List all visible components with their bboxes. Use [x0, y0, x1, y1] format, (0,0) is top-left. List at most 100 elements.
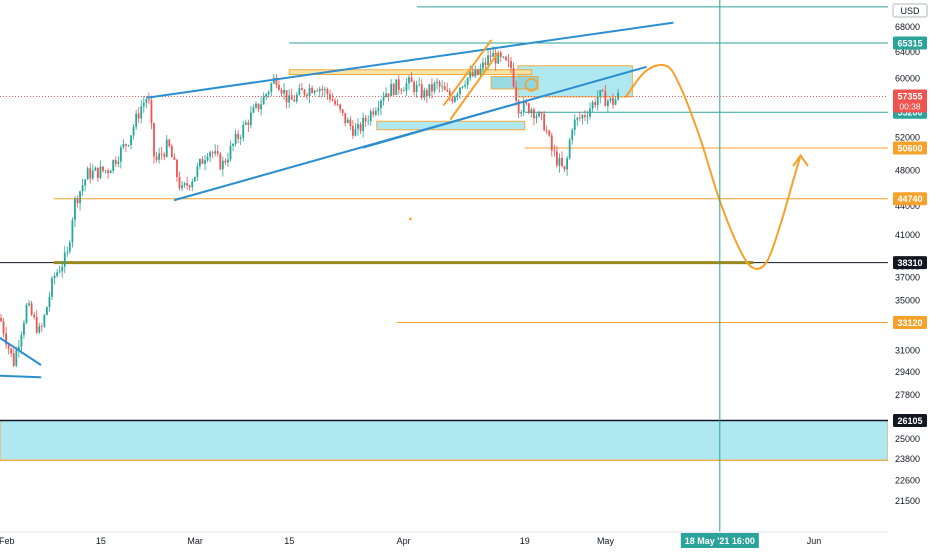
candle-body: [609, 98, 612, 101]
price-label-text: 44740: [897, 194, 922, 204]
candle-body: [380, 100, 382, 109]
candle-body: [367, 121, 370, 122]
price-tick-label: 29400: [895, 367, 920, 377]
candle-body: [280, 89, 283, 94]
candle-body: [227, 159, 229, 163]
candle-body: [505, 56, 507, 61]
time-axis[interactable]: Feb 15 Mar 15 Apr 19 May Jun 18 May '21 16:00: [0, 531, 888, 548]
candle-body: [165, 139, 168, 157]
candle-body: [255, 103, 257, 108]
candle-body: [423, 90, 426, 98]
candle-body: [418, 84, 421, 85]
candle-body: [410, 77, 413, 83]
candle-body: [2, 321, 5, 334]
candle-body: [7, 344, 10, 349]
candle-body: [339, 104, 342, 110]
projection-curve[interactable]: [624, 63, 802, 270]
price-label-text: 65315: [897, 38, 922, 48]
candle-body: [46, 307, 48, 315]
zone-box[interactable]: [0, 419, 889, 461]
candle-body: [25, 304, 28, 323]
candle-body: [556, 151, 558, 166]
circle-marker[interactable]: [524, 78, 539, 92]
candle-body: [596, 97, 599, 106]
candle-body: [224, 160, 227, 163]
candle-body: [290, 95, 293, 100]
zone-box[interactable]: [490, 76, 539, 90]
candle-body: [515, 86, 517, 101]
candle-body: [527, 103, 530, 113]
candle-body: [38, 326, 41, 333]
candle-body: [28, 303, 30, 305]
time-tick-label: 15: [284, 536, 294, 546]
candle-body: [502, 56, 505, 58]
price-label-text: 55200: [897, 108, 922, 118]
candle-body: [303, 89, 306, 95]
zone-box[interactable]: [288, 69, 532, 75]
candle-body: [573, 119, 576, 131]
candle-body: [63, 252, 66, 267]
candle-body: [454, 96, 456, 102]
price-tick-label: 68000: [895, 22, 920, 32]
candle-body: [420, 84, 423, 98]
trendline[interactable]: [449, 52, 499, 120]
candle-body: [308, 87, 311, 97]
candle-body: [173, 157, 176, 160]
trendline[interactable]: [443, 39, 493, 106]
crosshair-date-box: [680, 533, 759, 548]
candle-body: [464, 84, 466, 87]
candle-body: [94, 167, 97, 171]
candle-body: [563, 166, 566, 170]
candle-body: [91, 170, 94, 179]
time-tick-label: Jun: [807, 536, 822, 546]
candle-body: [117, 161, 120, 164]
trendline[interactable]: [0, 336, 42, 366]
candle-body: [482, 62, 484, 69]
currency-badge[interactable]: USD: [892, 3, 928, 18]
candle-body: [487, 55, 489, 65]
price-tick-label: 21500: [895, 496, 920, 506]
candle-body: [558, 158, 561, 166]
trendline[interactable]: [0, 374, 42, 379]
candle-body: [68, 242, 71, 252]
candle-body: [183, 183, 186, 186]
candle-body: [135, 113, 138, 127]
candle-body: [329, 94, 331, 100]
candle-body: [74, 198, 76, 221]
candle-body: [525, 101, 528, 104]
candle-body: [232, 143, 234, 146]
dot-marker: [409, 217, 412, 221]
candle-body: [99, 166, 102, 178]
candle-body: [599, 90, 602, 98]
candle-body: [0, 317, 2, 322]
candle-body: [127, 145, 130, 146]
candle-body: [262, 96, 265, 105]
candle-body: [441, 86, 444, 88]
time-tick-label: May: [597, 536, 615, 546]
last-price-text: 57355: [897, 91, 922, 101]
candle-body: [357, 124, 359, 129]
candle-body: [214, 151, 217, 154]
price-label-box: [893, 413, 927, 427]
candle-body: [512, 67, 515, 87]
candle-body: [364, 117, 367, 122]
candle-body: [275, 77, 278, 85]
candle-body: [313, 90, 316, 93]
candle-body: [122, 144, 125, 148]
candle-body: [196, 166, 199, 177]
trendline[interactable]: [147, 21, 674, 99]
price-label-box: [893, 256, 927, 270]
candle-body: [301, 88, 303, 90]
trendline[interactable]: [362, 66, 647, 149]
candle-body: [206, 156, 209, 161]
price-label-text: 38310: [897, 258, 922, 268]
candle-body: [479, 68, 482, 75]
candle-body: [336, 104, 339, 106]
candle-body: [201, 159, 204, 164]
candle-body: [533, 109, 535, 119]
candle-body: [405, 83, 408, 91]
candle-body: [561, 158, 563, 167]
candle-body: [530, 109, 533, 113]
candle-body: [568, 139, 571, 159]
